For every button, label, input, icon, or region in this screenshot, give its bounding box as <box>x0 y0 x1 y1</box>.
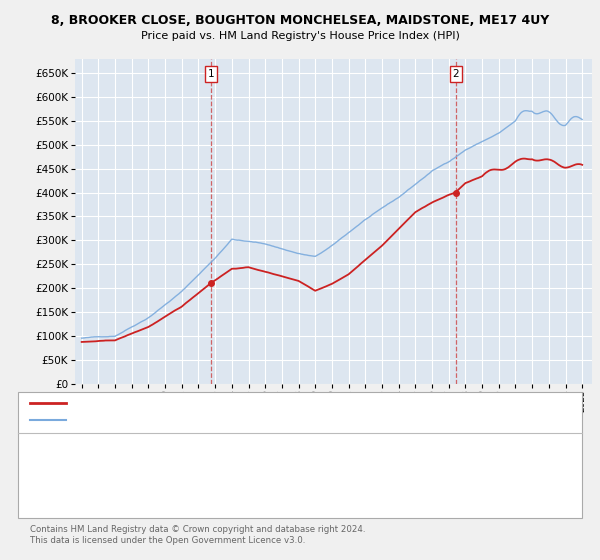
Text: 8, BROOKER CLOSE, BOUGHTON MONCHELSEA, MAIDSTONE, ME17 4UY (detached house): 8, BROOKER CLOSE, BOUGHTON MONCHELSEA, M… <box>75 399 500 408</box>
Text: £400,000: £400,000 <box>210 461 259 471</box>
Text: 15% ↓ HPI: 15% ↓ HPI <box>342 461 397 471</box>
Text: HPI: Average price, detached house, Maidstone: HPI: Average price, detached house, Maid… <box>75 416 300 424</box>
Text: 14% ↓ HPI: 14% ↓ HPI <box>342 442 397 452</box>
Text: 1: 1 <box>30 442 36 452</box>
Text: 8, BROOKER CLOSE, BOUGHTON MONCHELSEA, MAIDSTONE, ME17 4UY: 8, BROOKER CLOSE, BOUGHTON MONCHELSEA, M… <box>51 14 549 27</box>
Text: 1: 1 <box>208 69 214 79</box>
Text: 2: 2 <box>30 461 36 471</box>
Text: 2: 2 <box>452 69 459 79</box>
Text: £210,000: £210,000 <box>210 442 259 452</box>
Text: 04-OCT-2002: 04-OCT-2002 <box>69 442 137 452</box>
Text: 05-JUN-2017: 05-JUN-2017 <box>69 461 135 471</box>
Text: Price paid vs. HM Land Registry's House Price Index (HPI): Price paid vs. HM Land Registry's House … <box>140 31 460 41</box>
Text: Contains HM Land Registry data © Crown copyright and database right 2024.
This d: Contains HM Land Registry data © Crown c… <box>30 525 365 545</box>
